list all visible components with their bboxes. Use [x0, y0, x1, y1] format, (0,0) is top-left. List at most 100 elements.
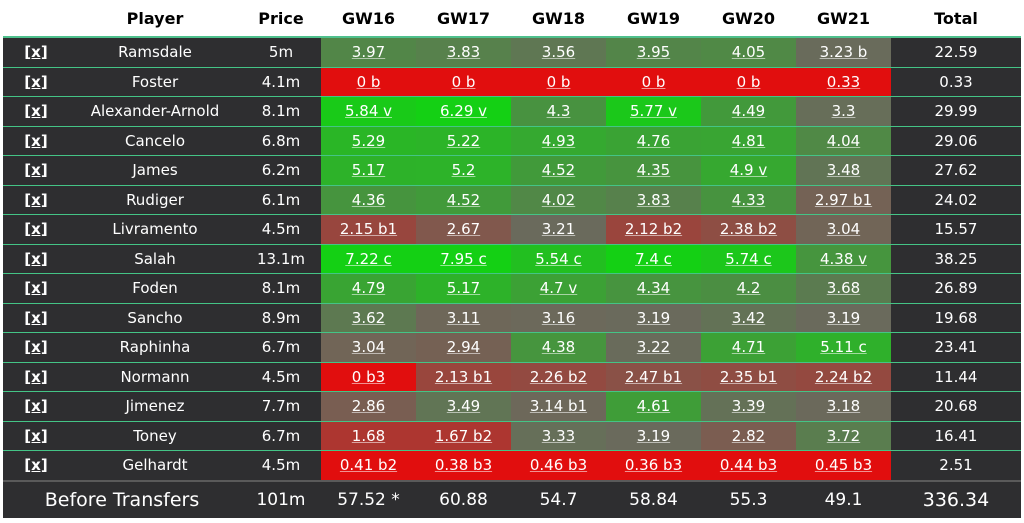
remove-player-button[interactable]: [x] [3, 361, 69, 392]
gw16-projection-cell[interactable]: 3.97 [321, 36, 416, 68]
gw18-projection-cell[interactable]: 3.21 [511, 214, 606, 245]
gw16-projection-cell[interactable]: 2.15 b1 [321, 214, 416, 245]
gw20-projection-cell[interactable]: 4.33 [701, 184, 796, 215]
remove-player-button[interactable]: [x] [3, 450, 69, 481]
gw21-projection-cell[interactable]: 0.45 b3 [796, 450, 891, 481]
gw21-projection-cell[interactable]: 4.38 v [796, 243, 891, 274]
gw19-projection-cell[interactable]: 3.22 [606, 332, 701, 363]
gw20-projection-cell[interactable]: 4.05 [701, 36, 796, 68]
gw18-projection-cell[interactable]: 4.38 [511, 332, 606, 363]
gw16-projection-cell[interactable]: 0.41 b2 [321, 450, 416, 481]
gw20-projection-cell[interactable]: 0 b [701, 66, 796, 97]
gw19-projection-cell[interactable]: 5.77 v [606, 96, 701, 127]
gw17-projection-cell[interactable]: 6.29 v [416, 96, 511, 127]
gw19-projection-cell[interactable]: 3.95 [606, 36, 701, 68]
gw19-projection-cell[interactable]: 0 b [606, 66, 701, 97]
gw16-projection-cell[interactable]: 1.68 [321, 420, 416, 451]
gw21-projection-cell[interactable]: 3.19 [796, 302, 891, 333]
gw21-projection-cell[interactable]: 5.11 c [796, 332, 891, 363]
gw17-projection-cell[interactable]: 5.22 [416, 125, 511, 156]
gw17-projection-cell[interactable]: 2.13 b1 [416, 361, 511, 392]
gw20-projection-cell[interactable]: 2.82 [701, 420, 796, 451]
gw19-projection-cell[interactable]: 3.19 [606, 420, 701, 451]
remove-player-button[interactable]: [x] [3, 155, 69, 186]
remove-player-button[interactable]: [x] [3, 66, 69, 97]
gw21-projection-cell[interactable]: 3.68 [796, 273, 891, 304]
gw20-projection-cell[interactable]: 4.81 [701, 125, 796, 156]
remove-player-button[interactable]: [x] [3, 243, 69, 274]
gw18-projection-cell[interactable]: 4.52 [511, 155, 606, 186]
gw19-projection-cell[interactable]: 3.19 [606, 302, 701, 333]
gw18-projection-cell[interactable]: 0 b [511, 66, 606, 97]
remove-player-button[interactable]: [x] [3, 391, 69, 422]
gw18-projection-cell[interactable]: 4.93 [511, 125, 606, 156]
remove-player-button[interactable]: [x] [3, 96, 69, 127]
gw17-projection-cell[interactable]: 7.95 c [416, 243, 511, 274]
gw18-projection-cell[interactable]: 4.7 v [511, 273, 606, 304]
gw17-projection-cell[interactable]: 3.83 [416, 36, 511, 68]
gw19-projection-cell[interactable]: 7.4 c [606, 243, 701, 274]
remove-player-button[interactable]: [x] [3, 214, 69, 245]
gw17-projection-cell[interactable]: 5.2 [416, 155, 511, 186]
remove-player-button[interactable]: [x] [3, 302, 69, 333]
gw18-projection-cell[interactable]: 5.54 c [511, 243, 606, 274]
gw18-projection-cell[interactable]: 4.3 [511, 96, 606, 127]
remove-player-button[interactable]: [x] [3, 332, 69, 363]
gw20-projection-cell[interactable]: 2.38 b2 [701, 214, 796, 245]
gw16-projection-cell[interactable]: 3.04 [321, 332, 416, 363]
gw21-projection-cell[interactable]: 2.24 b2 [796, 361, 891, 392]
gw16-projection-cell[interactable]: 5.29 [321, 125, 416, 156]
gw21-projection-cell[interactable]: 2.97 b1 [796, 184, 891, 215]
remove-player-button[interactable]: [x] [3, 36, 69, 68]
gw18-projection-cell[interactable]: 3.16 [511, 302, 606, 333]
gw21-projection-cell[interactable]: 3.04 [796, 214, 891, 245]
gw17-projection-cell[interactable]: 0.38 b3 [416, 450, 511, 481]
gw16-projection-cell[interactable]: 0 b3 [321, 361, 416, 392]
remove-player-button[interactable]: [x] [3, 125, 69, 156]
gw19-projection-cell[interactable]: 4.61 [606, 391, 701, 422]
gw20-projection-cell[interactable]: 3.42 [701, 302, 796, 333]
gw20-projection-cell[interactable]: 5.74 c [701, 243, 796, 274]
remove-player-button[interactable]: [x] [3, 184, 69, 215]
gw18-projection-cell[interactable]: 3.56 [511, 36, 606, 68]
gw17-projection-cell[interactable]: 1.67 b2 [416, 420, 511, 451]
gw19-projection-cell[interactable]: 0.36 b3 [606, 450, 701, 481]
gw20-projection-cell[interactable]: 4.71 [701, 332, 796, 363]
gw20-projection-cell[interactable]: 3.39 [701, 391, 796, 422]
gw19-projection-cell[interactable]: 2.47 b1 [606, 361, 701, 392]
gw16-projection-cell[interactable]: 0 b [321, 66, 416, 97]
gw17-projection-cell[interactable]: 2.94 [416, 332, 511, 363]
gw21-projection-cell[interactable]: 0.33 [796, 66, 891, 97]
gw16-projection-cell[interactable]: 3.62 [321, 302, 416, 333]
gw17-projection-cell[interactable]: 3.49 [416, 391, 511, 422]
gw21-projection-cell[interactable]: 4.04 [796, 125, 891, 156]
gw18-projection-cell[interactable]: 4.02 [511, 184, 606, 215]
gw20-projection-cell[interactable]: 4.2 [701, 273, 796, 304]
gw18-projection-cell[interactable]: 3.14 b1 [511, 391, 606, 422]
gw21-projection-cell[interactable]: 3.23 b [796, 36, 891, 68]
gw20-projection-cell[interactable]: 0.44 b3 [701, 450, 796, 481]
gw21-projection-cell[interactable]: 3.72 [796, 420, 891, 451]
gw17-projection-cell[interactable]: 0 b [416, 66, 511, 97]
gw21-projection-cell[interactable]: 3.18 [796, 391, 891, 422]
gw19-projection-cell[interactable]: 4.76 [606, 125, 701, 156]
remove-player-button[interactable]: [x] [3, 420, 69, 451]
gw19-projection-cell[interactable]: 3.83 [606, 184, 701, 215]
gw16-projection-cell[interactable]: 2.86 [321, 391, 416, 422]
gw21-projection-cell[interactable]: 3.48 [796, 155, 891, 186]
gw17-projection-cell[interactable]: 2.67 [416, 214, 511, 245]
gw19-projection-cell[interactable]: 2.12 b2 [606, 214, 701, 245]
gw16-projection-cell[interactable]: 4.79 [321, 273, 416, 304]
remove-player-button[interactable]: [x] [3, 273, 69, 304]
gw18-projection-cell[interactable]: 2.26 b2 [511, 361, 606, 392]
gw17-projection-cell[interactable]: 3.11 [416, 302, 511, 333]
gw16-projection-cell[interactable]: 5.17 [321, 155, 416, 186]
gw18-projection-cell[interactable]: 3.33 [511, 420, 606, 451]
gw16-projection-cell[interactable]: 5.84 v [321, 96, 416, 127]
gw19-projection-cell[interactable]: 4.35 [606, 155, 701, 186]
gw21-projection-cell[interactable]: 3.3 [796, 96, 891, 127]
gw17-projection-cell[interactable]: 4.52 [416, 184, 511, 215]
gw20-projection-cell[interactable]: 4.49 [701, 96, 796, 127]
gw19-projection-cell[interactable]: 4.34 [606, 273, 701, 304]
gw20-projection-cell[interactable]: 2.35 b1 [701, 361, 796, 392]
